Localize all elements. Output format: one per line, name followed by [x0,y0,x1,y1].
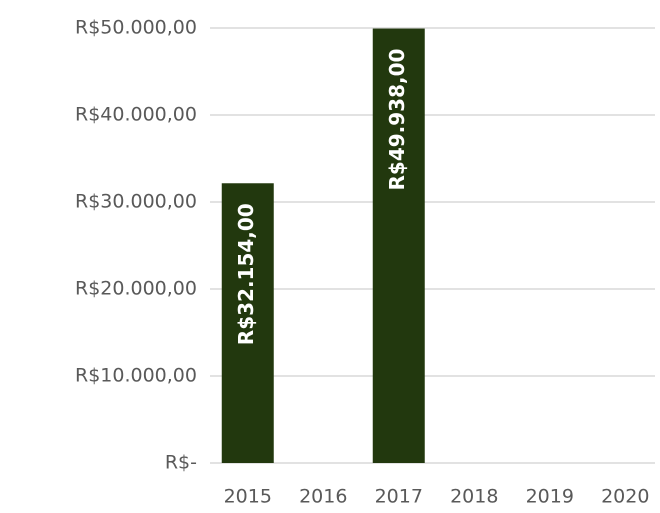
y-tick-label: R$30.000,00 [75,191,197,213]
x-tick-label: 2018 [450,486,498,508]
x-tick-label: 2019 [526,486,574,508]
data-label: R$32.154,00 [234,203,258,345]
x-tick-label: 2020 [601,486,649,508]
y-tick-label: R$40.000,00 [75,104,197,126]
x-tick-label: 2016 [299,486,347,508]
x-tick-label: 2017 [375,486,423,508]
y-tick-label: R$50.000,00 [75,17,197,39]
y-tick-label: R$- [165,452,197,474]
bar [221,183,274,463]
data-label: R$49.938,00 [385,49,409,191]
y-tick-label: R$10.000,00 [75,365,197,387]
bar [372,28,425,464]
y-tick-label: R$20.000,00 [75,278,197,300]
x-tick-label: 2015 [224,486,272,508]
